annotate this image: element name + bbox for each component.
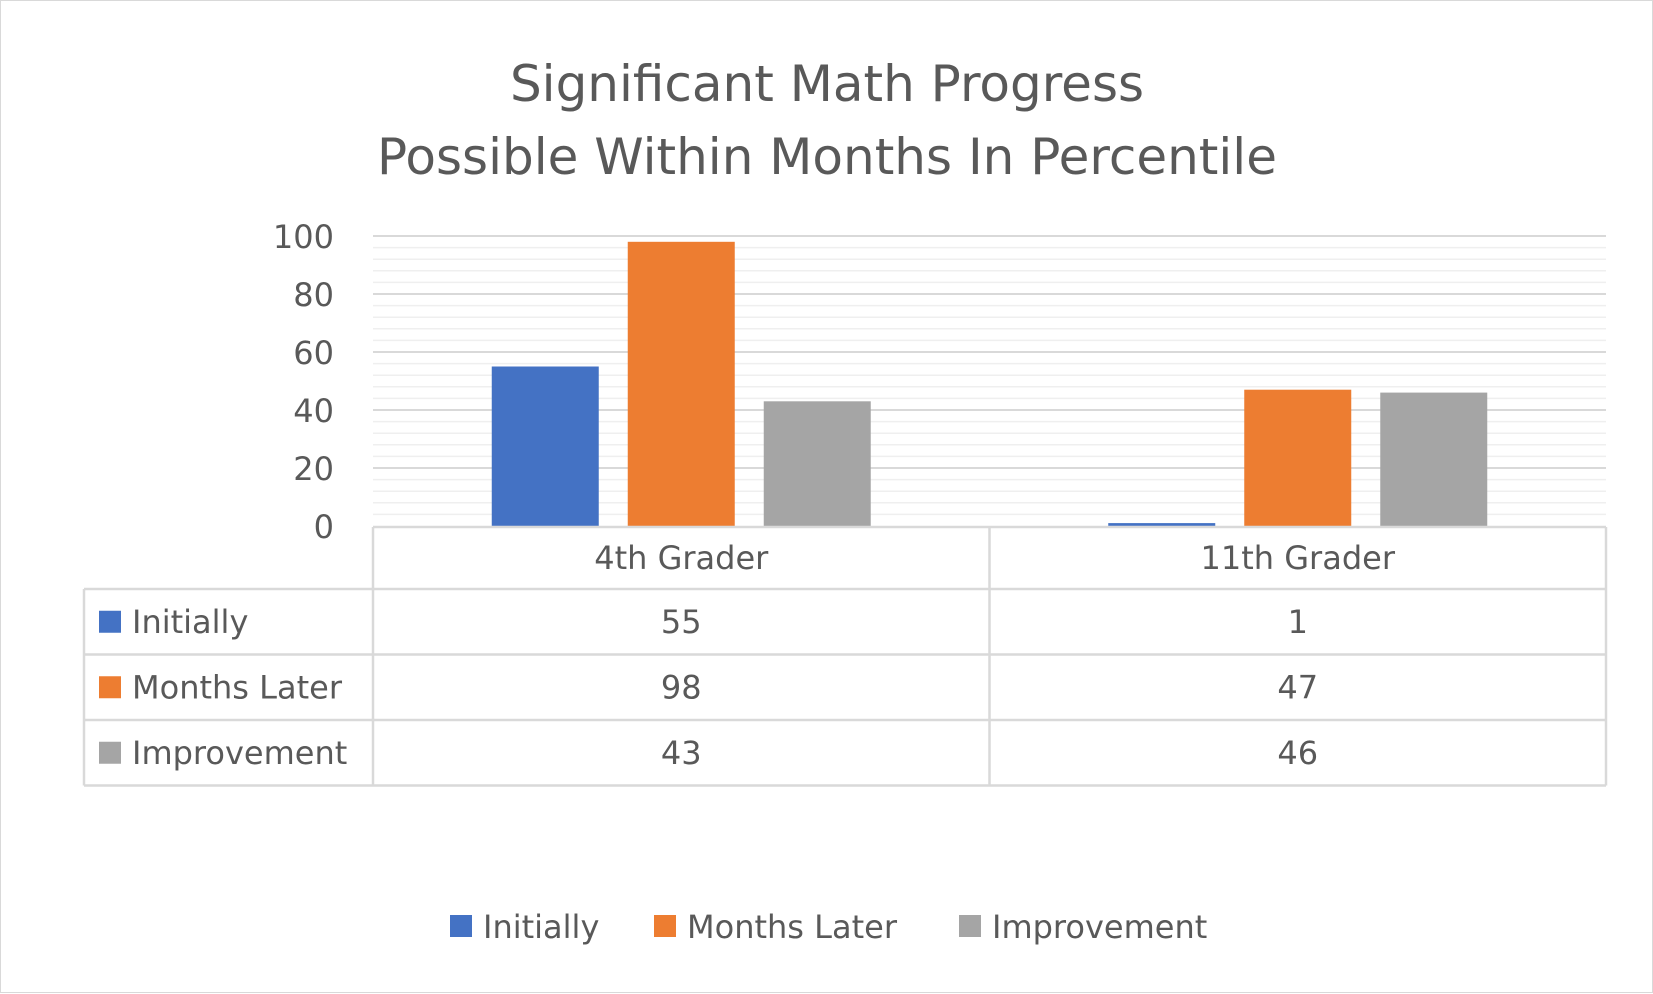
bar bbox=[1244, 389, 1352, 526]
table-series-name: Months Later bbox=[132, 668, 343, 706]
y-tick-label: 40 bbox=[293, 392, 334, 430]
y-tick-label: 80 bbox=[293, 276, 334, 314]
table-legend-key bbox=[99, 676, 121, 699]
legend-label: Initially bbox=[483, 908, 599, 946]
legend-label: Improvement bbox=[992, 908, 1207, 946]
table-series-name: Improvement bbox=[132, 734, 347, 772]
chart-title-line-2: Possible Within Months In Percentile bbox=[377, 128, 1277, 186]
bar bbox=[627, 241, 735, 527]
data-label: 43 bbox=[661, 734, 702, 772]
y-tick-label: 60 bbox=[293, 334, 334, 372]
legend-key bbox=[654, 915, 676, 937]
legend: Initially Months Later Improvement bbox=[450, 908, 1207, 946]
table-series-name: Initially bbox=[132, 603, 248, 641]
y-tick-label: 0 bbox=[314, 508, 334, 546]
bar bbox=[763, 401, 871, 526]
legend-key bbox=[450, 915, 472, 937]
bars bbox=[491, 241, 1488, 527]
y-tick-label: 100 bbox=[273, 218, 334, 256]
legend-label: Months Later bbox=[687, 908, 898, 946]
chart-title-line-1: Significant Math Progress bbox=[510, 55, 1144, 113]
y-tick-label: 20 bbox=[293, 450, 334, 488]
table-legend-key bbox=[99, 741, 121, 764]
data-label: 47 bbox=[1277, 668, 1318, 706]
category-label: 4th Grader bbox=[594, 539, 769, 577]
bar bbox=[1108, 523, 1216, 526]
legend-key bbox=[959, 915, 981, 937]
data-label: 55 bbox=[661, 603, 702, 641]
data-label: 98 bbox=[661, 668, 702, 706]
category-label: 11th Grader bbox=[1201, 539, 1396, 577]
data-label: 1 bbox=[1288, 603, 1308, 641]
table-legend-key bbox=[99, 610, 121, 633]
bar bbox=[491, 366, 599, 526]
bar bbox=[1380, 392, 1488, 526]
chart-title: Significant Math Progress Possible Withi… bbox=[377, 55, 1277, 186]
y-axis: 0 20 40 60 80 100 bbox=[273, 218, 334, 546]
data-label: 46 bbox=[1277, 734, 1318, 772]
data-table: 4th Grader 11th Grader Initially 55 1 Months … bbox=[82, 525, 1608, 787]
